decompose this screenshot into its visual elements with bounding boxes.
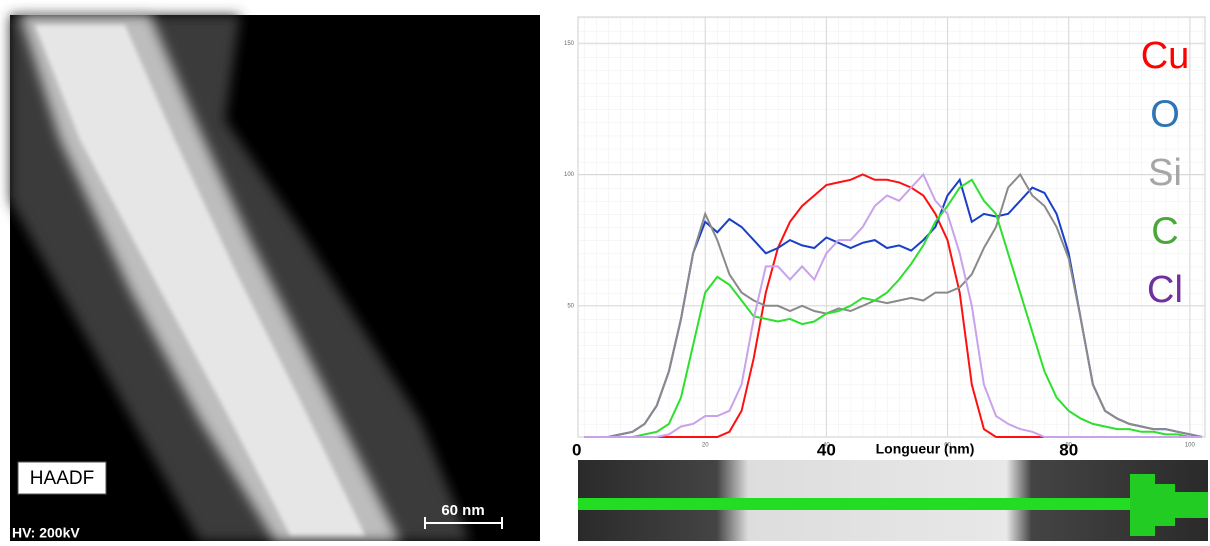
legend-entry: O — [1150, 94, 1180, 136]
series-line — [584, 178, 1202, 438]
y-tick-label: 100 — [564, 172, 575, 178]
voltage-label: HV: 200kV — [12, 525, 80, 541]
legend-entry: C — [1151, 211, 1178, 253]
x-tick-label-large: 0 — [572, 440, 581, 459]
line-scan-strip — [578, 460, 1208, 541]
haadf-image: HAADF 60 nm HV: 200kV — [10, 15, 540, 541]
legend-entry: Cl — [1147, 269, 1183, 311]
image-label: HAADF — [30, 468, 94, 489]
label-box — [17, 461, 107, 495]
x-tick-label: 20 — [702, 443, 709, 449]
x-tick-label-large: 80 — [1059, 440, 1078, 459]
plot-area — [577, 16, 1206, 438]
x-tick-label-large: 40 — [817, 440, 836, 459]
x-tick-label: 40 — [823, 443, 830, 449]
scale-bar — [424, 517, 503, 529]
x-axis-label: Longueur (nm) — [876, 441, 975, 457]
legend-entry: Si — [1148, 152, 1182, 194]
scale-bar-label: 60 nm — [441, 502, 484, 519]
x-tick-label: 60 — [944, 443, 951, 449]
y-tick-label: 50 — [567, 303, 574, 309]
x-tick-label: 100 — [1185, 443, 1196, 449]
legend-entry: Cu — [1141, 35, 1190, 77]
series-line — [584, 172, 1203, 438]
series-line — [584, 172, 1202, 438]
x-tick-label: 80 — [1065, 443, 1072, 449]
y-tick-label: 150 — [564, 41, 575, 47]
